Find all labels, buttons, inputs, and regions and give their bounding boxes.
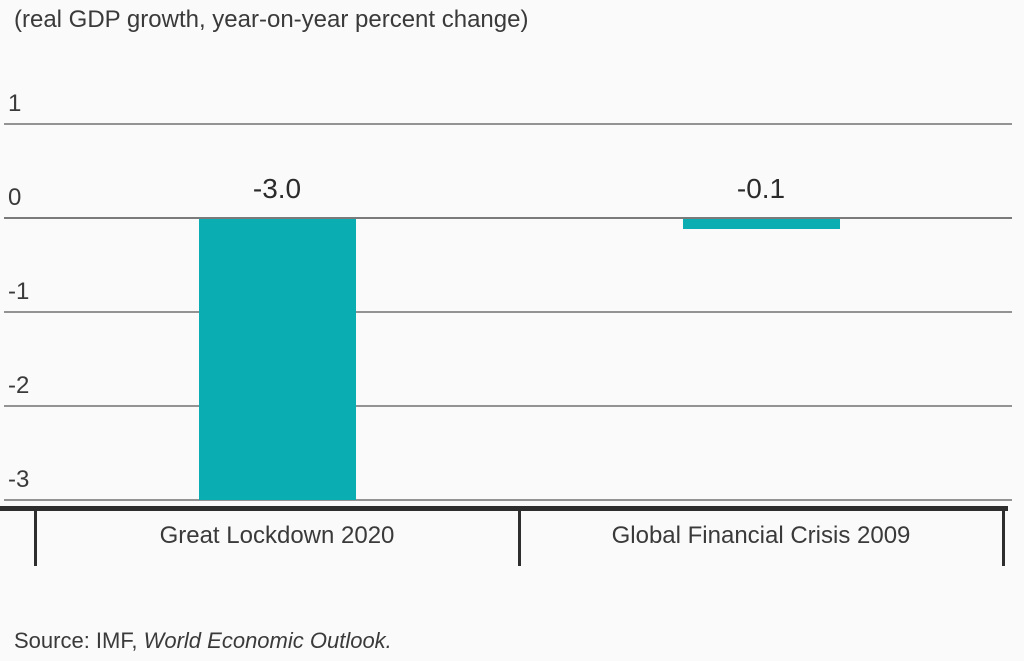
x-axis-tick xyxy=(34,506,37,566)
gridline xyxy=(4,217,1012,219)
source-note: Source: IMF, World Economic Outlook. xyxy=(14,628,392,654)
y-tick-label: 1 xyxy=(8,90,22,117)
chart-title: (real GDP growth, year-on-year percent c… xyxy=(14,6,529,33)
bar-data-label: -3.0 xyxy=(252,173,302,204)
category-label: Great Lockdown 2020 xyxy=(159,522,395,549)
bar xyxy=(682,219,840,229)
gridline xyxy=(4,499,1012,501)
x-axis-line xyxy=(0,506,1008,511)
bar-data-label: -0.1 xyxy=(736,173,786,204)
y-tick-label: -2 xyxy=(8,372,30,399)
gridline xyxy=(4,311,1012,313)
x-axis-tick xyxy=(1002,506,1005,566)
y-tick-label: -3 xyxy=(8,466,30,493)
x-axis-tick xyxy=(518,506,521,566)
gridline xyxy=(4,405,1012,407)
category-label: Global Financial Crisis 2009 xyxy=(611,522,911,549)
source-publication: World Economic Outlook. xyxy=(143,628,392,653)
gridline xyxy=(4,123,1012,125)
y-tick-label: 0 xyxy=(8,184,22,211)
y-tick-label: -1 xyxy=(8,278,30,305)
source-prefix: Source: IMF, xyxy=(14,628,144,653)
bar xyxy=(198,219,356,500)
